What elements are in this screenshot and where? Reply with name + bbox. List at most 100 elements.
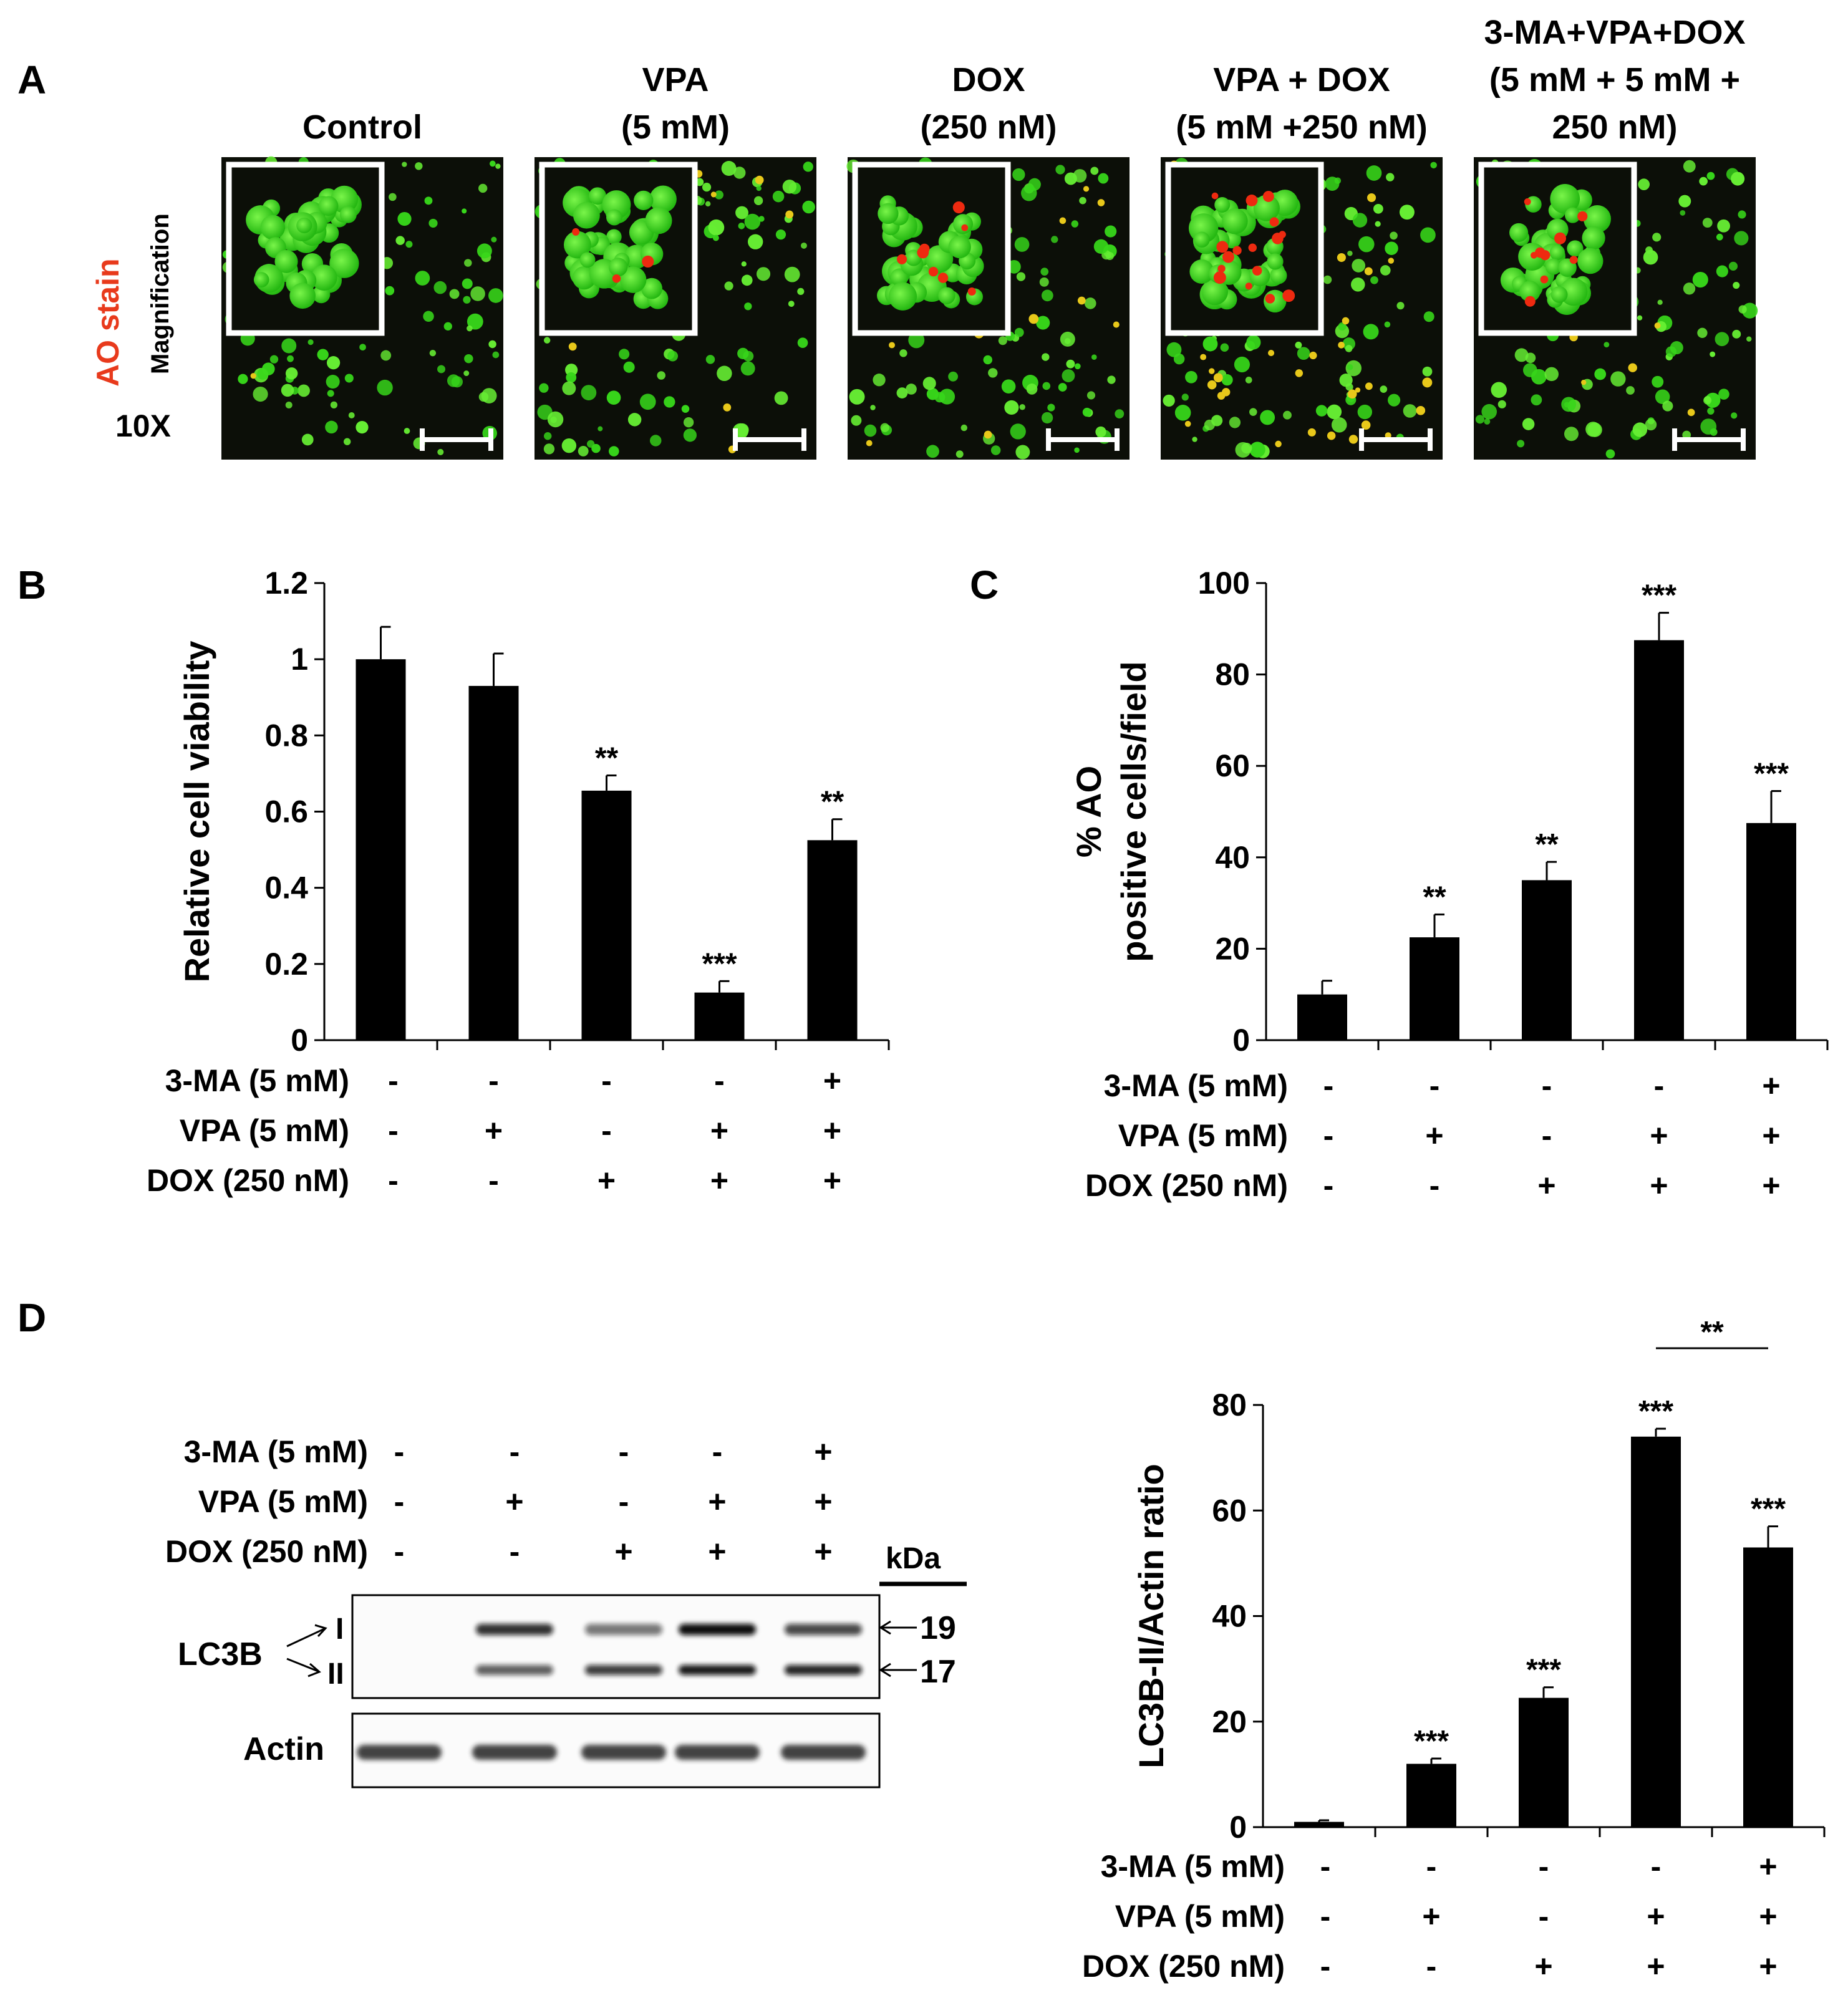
green-cell — [1347, 250, 1353, 256]
micrograph-2 — [846, 157, 1130, 460]
green-cell — [359, 344, 366, 351]
condition-sign: - — [1654, 1068, 1665, 1103]
y-tick-label: 80 — [1212, 1388, 1247, 1422]
green-cell — [470, 286, 485, 301]
green-cell — [1564, 402, 1570, 408]
condition-label-2: DOX (250 nM) — [1085, 1168, 1288, 1203]
condition-sign: + — [1537, 1168, 1555, 1203]
yellow-spot — [1267, 349, 1275, 357]
green-cell — [1082, 407, 1092, 417]
magnified-cell — [253, 272, 269, 287]
green-cell — [1283, 410, 1292, 420]
green-cell — [1632, 422, 1648, 437]
green-cell — [565, 364, 578, 377]
green-cell — [1390, 231, 1398, 240]
actin-band-lane-1 — [357, 1745, 442, 1760]
green-cell — [1638, 178, 1650, 191]
green-cell — [1350, 278, 1365, 292]
yellow-spot — [250, 373, 256, 379]
green-cell — [606, 390, 621, 405]
red-spot — [1524, 296, 1536, 307]
bar-5 — [807, 840, 858, 1040]
green-cell — [1086, 391, 1096, 400]
green-cell — [1731, 412, 1738, 419]
magnified-cell — [579, 252, 596, 268]
green-cell — [1323, 275, 1332, 284]
yellow-spot — [1097, 199, 1105, 206]
green-cell — [1728, 261, 1738, 271]
green-cell — [664, 396, 675, 408]
green-cell — [1733, 281, 1740, 289]
magnified-inset-cells — [563, 185, 677, 309]
condition-label-1: VPA (5 mM) — [1118, 1118, 1288, 1153]
green-cell — [1192, 437, 1197, 442]
green-cell — [561, 438, 577, 453]
green-cell — [753, 196, 763, 205]
arrow-band-i — [286, 1628, 325, 1648]
condition-sign: - — [1426, 1949, 1437, 1984]
green-cell — [744, 213, 761, 230]
magnified-cell — [609, 258, 628, 277]
green-cell — [870, 405, 876, 410]
yellow-spot — [1309, 351, 1317, 360]
green-cell — [800, 242, 807, 249]
magnified-cell — [1582, 226, 1605, 250]
green-cell — [1062, 369, 1075, 382]
green-cell — [1531, 394, 1542, 406]
condition-header-2-line-1: (250 nM) — [920, 109, 1057, 146]
magnified-cell — [573, 201, 600, 229]
y-axis-label-line-0: % AO — [1069, 766, 1108, 857]
green-cell — [708, 219, 725, 236]
yellow-spot — [1361, 420, 1371, 430]
green-cell — [1074, 363, 1081, 370]
magnified-cell — [641, 278, 662, 299]
panel-letter-d: D — [17, 1295, 46, 1340]
magnified-cell — [888, 282, 917, 311]
magnified-cell — [296, 217, 312, 234]
green-cell — [1229, 417, 1241, 428]
green-cell — [1657, 299, 1663, 305]
green-cell — [437, 365, 446, 374]
green-cell — [639, 393, 656, 410]
yellow-spot — [1580, 379, 1587, 385]
green-cell — [683, 417, 694, 428]
green-cell — [1060, 331, 1075, 347]
green-cell — [681, 405, 690, 413]
magnified-cell — [1583, 205, 1611, 233]
green-cell — [1707, 407, 1715, 415]
yellow-spot — [1295, 369, 1304, 377]
green-cell — [1420, 227, 1436, 243]
green-cell — [873, 374, 886, 387]
blot-header-3ma: 3-MA (5 mM) — [184, 1434, 368, 1469]
red-spot — [1282, 289, 1295, 302]
green-cell — [988, 368, 998, 378]
actin-bands — [357, 1745, 866, 1760]
green-cell — [1643, 249, 1658, 265]
green-cell — [748, 234, 763, 249]
yellow-spot — [889, 342, 895, 349]
yellow-spot — [1348, 435, 1358, 444]
green-cell — [597, 426, 603, 432]
green-cell — [1041, 412, 1053, 424]
condition-sign: - — [1542, 1068, 1552, 1103]
green-cell — [1385, 241, 1398, 255]
green-cell — [281, 338, 297, 354]
green-cell — [1051, 236, 1058, 243]
green-cell — [1717, 219, 1730, 233]
green-cell — [1680, 210, 1686, 216]
green-cell — [608, 446, 619, 456]
magnification-label: Magnification — [147, 213, 174, 374]
red-spot — [917, 246, 929, 259]
condition-sign: - — [1323, 1168, 1334, 1203]
arrow-head-17kda — [879, 1663, 891, 1677]
green-cell — [1345, 383, 1353, 391]
green-cell — [744, 302, 752, 311]
green-cell — [705, 201, 711, 207]
green-cell — [741, 274, 753, 286]
green-cell — [1605, 449, 1615, 459]
green-cell — [1662, 400, 1673, 412]
green-cell — [1021, 185, 1037, 201]
green-cell — [1718, 389, 1729, 400]
green-cell — [1652, 233, 1662, 242]
blot-sign: + — [614, 1534, 632, 1569]
